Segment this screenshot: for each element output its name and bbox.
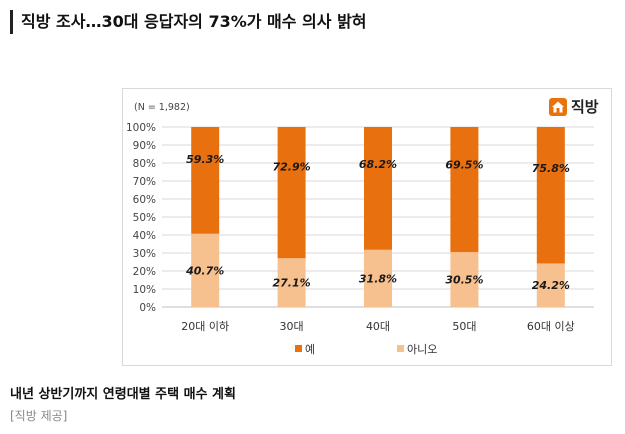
data-label-yes: 75.8% xyxy=(532,162,570,175)
x-tick-label: 20대 이하 xyxy=(181,319,229,333)
y-tick-label: 80% xyxy=(133,158,156,170)
house-icon xyxy=(549,98,567,116)
legend-label: 아니오 xyxy=(407,343,437,356)
y-tick-label: 90% xyxy=(133,140,156,152)
data-label-no: 30.5% xyxy=(445,274,483,287)
chart-caption: 내년 상반기까지 연령대별 주택 매수 계획 xyxy=(10,387,236,402)
legend-swatch xyxy=(295,345,302,352)
sample-size-note: (N = 1,982) xyxy=(134,102,190,113)
y-tick-label: 40% xyxy=(133,230,156,242)
article-headline: 직방 조사…30대 응답자의 73%가 매수 의사 밝혀 xyxy=(10,10,610,34)
data-label-yes: 59.3% xyxy=(186,153,224,166)
zigbang-logo: 직방 xyxy=(548,95,599,119)
bar-segment-yes xyxy=(536,127,565,264)
data-label-no: 27.1% xyxy=(273,277,311,290)
bar-segment-no xyxy=(364,249,392,307)
bar-segment-no xyxy=(191,233,220,307)
image-credit: [직방 제공] xyxy=(10,409,68,423)
bar-segment-yes xyxy=(277,127,306,259)
data-label-no: 40.7% xyxy=(185,264,224,277)
x-tick-label: 40대 xyxy=(366,320,390,333)
y-tick-label: 0% xyxy=(139,302,156,314)
bar-segment-yes xyxy=(364,127,392,250)
legend-swatch xyxy=(397,345,404,352)
bar-segment-yes xyxy=(450,127,479,253)
legend-label: 예 xyxy=(305,343,315,356)
bar-segment-no xyxy=(450,252,479,307)
y-tick-label: 100% xyxy=(126,122,156,134)
logo-text: 직방 xyxy=(571,98,599,116)
data-label-yes: 69.5% xyxy=(445,159,483,172)
y-tick-label: 30% xyxy=(133,248,156,260)
y-tick-label: 20% xyxy=(133,266,156,278)
y-tick-label: 10% xyxy=(133,284,156,296)
y-tick-label: 50% xyxy=(133,212,156,224)
bar-segment-no xyxy=(277,258,306,307)
bar-segment-yes xyxy=(191,127,220,234)
x-tick-label: 30대 xyxy=(280,320,304,333)
data-label-no: 31.8% xyxy=(359,272,397,285)
data-label-yes: 72.9% xyxy=(273,160,311,173)
x-tick-label: 60대 이상 xyxy=(527,320,575,333)
data-label-no: 24.2% xyxy=(532,279,570,292)
bar-segment-no xyxy=(536,263,565,307)
data-label-yes: 68.2% xyxy=(359,158,397,171)
x-tick-label: 50대 xyxy=(452,320,476,333)
y-tick-label: 60% xyxy=(133,194,156,206)
y-tick-label: 70% xyxy=(133,176,156,188)
